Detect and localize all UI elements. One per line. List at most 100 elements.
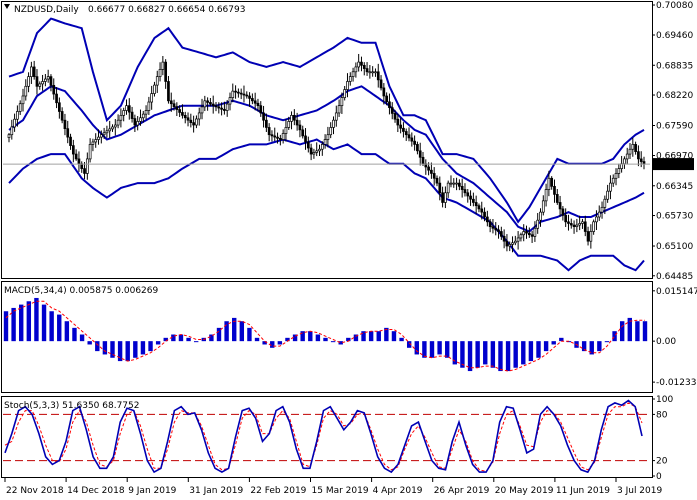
candle-body (463, 189, 467, 194)
macd-bar (483, 341, 488, 365)
candle-body (27, 76, 30, 87)
macd-bar (209, 334, 214, 342)
price-candle (228, 92, 232, 111)
macd-bar (589, 341, 594, 355)
price-candle (402, 122, 405, 138)
macd-bar (79, 334, 85, 342)
candle-body (209, 102, 212, 105)
price-candle (74, 149, 78, 161)
candle-body (69, 136, 72, 146)
candle-body (483, 211, 486, 218)
price-candle (446, 180, 450, 198)
candle-body (558, 202, 562, 210)
candle-body (292, 114, 296, 121)
time-axis-label: 26 Apr 2019 (434, 486, 490, 496)
price-candle (276, 132, 279, 144)
price-candle (583, 215, 587, 237)
price-candle (270, 130, 274, 142)
candle-body (522, 231, 526, 236)
price-candle (32, 60, 36, 80)
candle-body (225, 103, 229, 111)
candle-body (97, 136, 100, 140)
macd-bar (216, 327, 222, 342)
chart-ohlc-label: 0.66677 0.66827 0.66654 0.66793 (88, 5, 245, 15)
price-candle (27, 72, 30, 93)
macd-bar (125, 341, 130, 362)
stochastic-panel[interactable]: 100 80 20 0 Stoch(5,3,3) 51.6350 68.7752 (1, 395, 674, 482)
candle-body (508, 244, 512, 247)
candle-body (460, 185, 464, 190)
price-candle (200, 98, 204, 120)
price-candle (265, 113, 268, 132)
price-candle (248, 92, 251, 107)
candle-body (239, 92, 243, 95)
price-candle (211, 95, 215, 114)
price-candle (413, 135, 416, 151)
price-candle (376, 63, 380, 88)
price-candle (119, 108, 123, 128)
price-candle (575, 218, 579, 233)
price-candle (432, 167, 436, 186)
price-candle (85, 152, 89, 180)
price-candle (262, 105, 265, 128)
candle-body (270, 134, 274, 137)
price-candle (404, 128, 408, 141)
candle-body (466, 192, 470, 197)
macd-bar (262, 341, 267, 345)
candle-body (351, 71, 355, 77)
price-candle (245, 91, 249, 99)
price-candle (52, 78, 56, 100)
macd-bar (57, 314, 62, 342)
candle-body (206, 100, 209, 103)
macd-bar (140, 341, 146, 355)
price-candle (368, 64, 372, 79)
collapse-triangle-icon[interactable] (4, 4, 10, 9)
macd-axis-label: 0.015147 (656, 287, 697, 297)
candle-body (49, 76, 53, 86)
macd-bar (41, 304, 47, 342)
price-candle (301, 125, 305, 139)
macd-bar (254, 337, 260, 342)
macd-bar (87, 341, 92, 345)
candle-body (155, 76, 159, 86)
candle-body (175, 106, 179, 110)
candle-body (245, 94, 249, 97)
candle-body (637, 151, 640, 160)
candle-body (606, 190, 609, 200)
price-candle (136, 116, 140, 131)
candle-body (432, 173, 436, 179)
macd-panel[interactable]: 0.015147 0.00 -0.01233 MACD(5,34,4) 0.0058… (1, 281, 697, 393)
macd-histogram (3, 297, 648, 372)
macd-bar (95, 341, 100, 352)
price-candle (578, 215, 582, 231)
candle-body (189, 119, 193, 123)
price-candle (323, 134, 327, 149)
price-candle (458, 179, 461, 191)
price-candle (55, 87, 58, 109)
price-candle (225, 100, 229, 117)
candle-body (365, 68, 369, 73)
price-candle (430, 162, 433, 179)
price-candle (175, 102, 179, 117)
price-candle (139, 109, 142, 126)
candle-body (561, 208, 565, 216)
price-candle (153, 81, 156, 97)
candle-body (396, 118, 400, 126)
stochastic-title: Stoch(5,3,3) 51.6350 68.7752 (4, 401, 139, 411)
candle-body (435, 177, 439, 184)
macd-bar (239, 321, 245, 342)
macd-bar (346, 337, 351, 342)
candle-body (362, 64, 366, 69)
price-candle (382, 83, 386, 105)
candle-body (430, 169, 433, 174)
candle-body (488, 221, 492, 228)
candle-body (116, 119, 120, 126)
price-panel[interactable]: 0.70080 0.69460 0.68835 0.68220 0.67590 0.669… (1, 1, 695, 282)
candle-body (371, 71, 375, 74)
candle-body (497, 229, 500, 232)
candle-body (583, 221, 587, 232)
candle-body (66, 128, 70, 138)
candle-body (334, 112, 338, 121)
macd-bar (399, 337, 404, 342)
candle-body (379, 79, 383, 89)
